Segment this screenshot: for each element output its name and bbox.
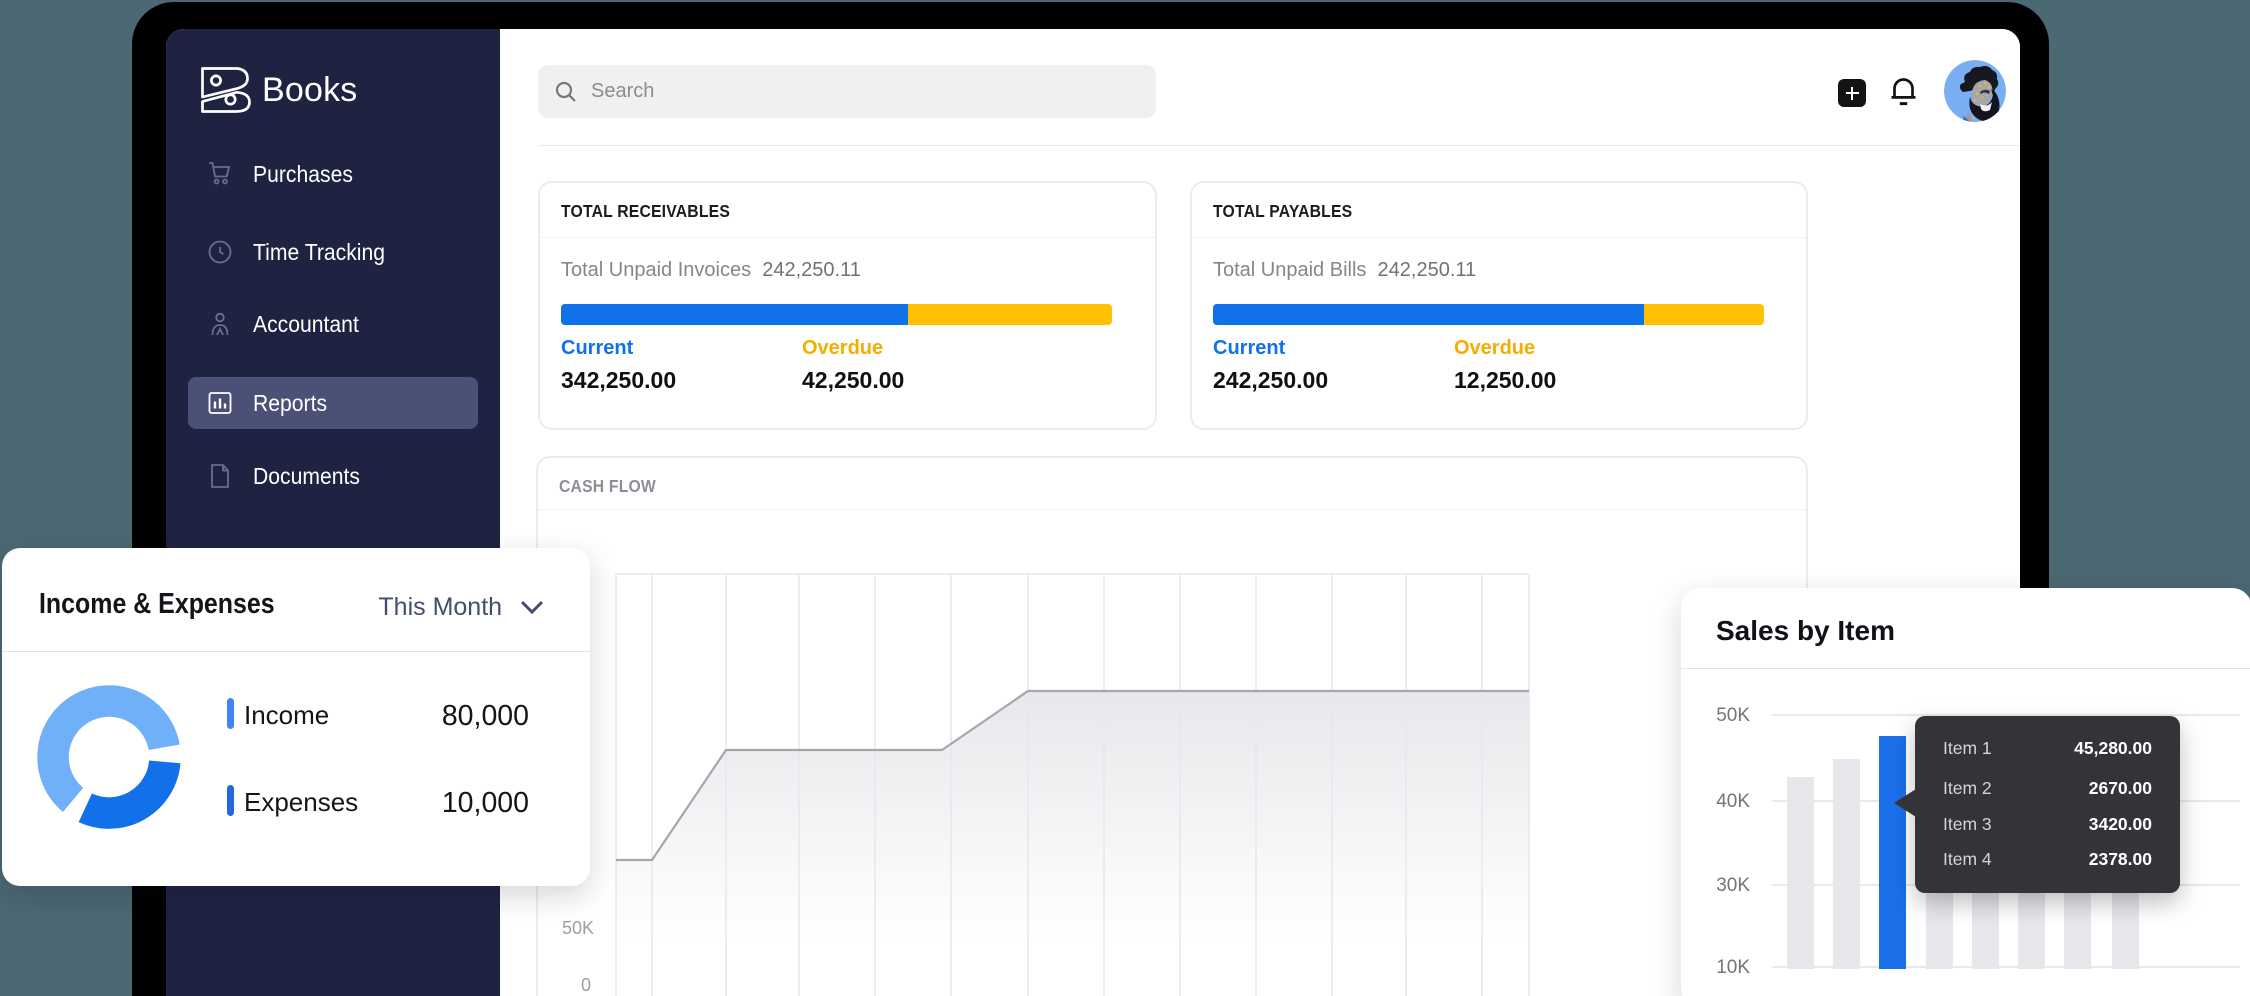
- svg-text:30K: 30K: [1716, 875, 1750, 896]
- svg-text:10K: 10K: [1716, 957, 1750, 978]
- svg-text:40K: 40K: [1716, 791, 1750, 812]
- svg-text:50K: 50K: [562, 918, 594, 938]
- svg-text:0: 0: [581, 975, 591, 995]
- svg-text:50K: 50K: [1716, 705, 1750, 726]
